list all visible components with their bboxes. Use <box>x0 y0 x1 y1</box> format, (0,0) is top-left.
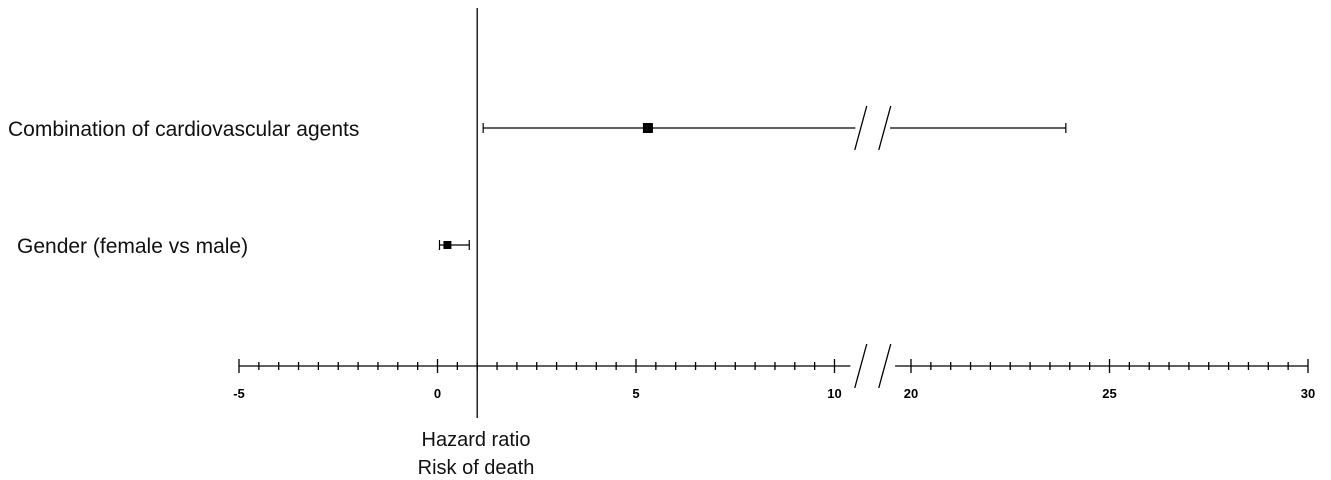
point-estimate <box>642 123 653 133</box>
x-tick-label: 25 <box>1102 386 1116 401</box>
x-tick-label: 10 <box>827 386 841 401</box>
row-label: Combination of cardiovascular agents <box>8 118 359 141</box>
row-break-mark <box>878 105 892 151</box>
x-tick-label: 0 <box>434 386 441 401</box>
rows-layer: Combination of cardiovascular agents Gend… <box>8 105 1067 258</box>
x-tick-label: 30 <box>1301 386 1315 401</box>
x-tick-label: -5 <box>233 386 245 401</box>
axis-break-mark <box>878 343 892 389</box>
row-label: Gender (female vs male) <box>17 235 248 258</box>
x-axis-title: Hazard ratio <box>422 429 531 451</box>
x-axis: -5 0 5 10 20 25 30 <box>233 343 1315 401</box>
x-tick-label: 5 <box>632 386 639 401</box>
x-tick-label: 20 <box>904 386 918 401</box>
axis-break-mark <box>854 343 868 389</box>
point-estimate <box>443 241 452 249</box>
row-break-mark <box>854 105 868 151</box>
x-axis-subtitle: Risk of death <box>418 457 535 479</box>
